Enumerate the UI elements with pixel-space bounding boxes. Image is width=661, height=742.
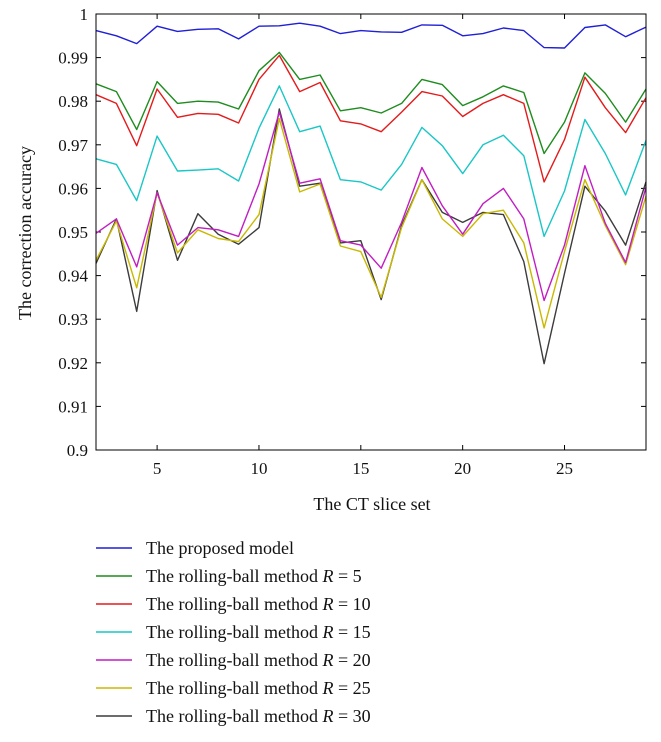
legend-label-r-value: = 20 xyxy=(333,650,370,670)
series-line-6 xyxy=(95,108,647,365)
legend-label: The rolling-ball method R = 15 xyxy=(146,622,371,642)
x-axis-label: The CT slice set xyxy=(313,494,430,514)
legend-label-r-value: = 30 xyxy=(333,706,370,726)
legend-label-text: The rolling-ball method xyxy=(146,650,322,670)
legend-label-r: R xyxy=(321,706,333,726)
y-tick-label: 0.93 xyxy=(58,310,88,329)
y-axis-label: The correction accuracy xyxy=(15,146,35,320)
y-tick-label: 0.91 xyxy=(58,397,88,416)
plot-frame xyxy=(95,13,647,451)
x-tick-label: 5 xyxy=(153,459,162,478)
legend-label: The rolling-ball method R = 20 xyxy=(146,650,371,670)
y-tick-label: 0.97 xyxy=(58,136,88,155)
legend-label-text: The rolling-ball method xyxy=(146,594,322,614)
legend-label-r: R xyxy=(321,678,333,698)
y-tick-label: 0.9 xyxy=(67,441,88,460)
y-tick-label: 0.99 xyxy=(58,49,88,68)
x-tick-label: 20 xyxy=(454,459,471,478)
y-tick-label: 0.94 xyxy=(58,267,88,286)
y-tick-label: 1 xyxy=(80,5,89,24)
x-tick-label: 10 xyxy=(250,459,267,478)
legend-label-r-value: = 15 xyxy=(333,622,370,642)
legend-label-r-value: = 25 xyxy=(333,678,370,698)
legend-label-r-value: = 5 xyxy=(333,566,361,586)
legend-label: The rolling-ball method R = 30 xyxy=(146,706,371,726)
x-tick-label: 25 xyxy=(556,459,573,478)
legend-label: The rolling-ball method R = 5 xyxy=(146,566,362,586)
series-line-5 xyxy=(95,117,647,329)
series-line-4 xyxy=(95,111,647,302)
legend-label-r: R xyxy=(321,566,333,586)
series-line-0 xyxy=(95,22,647,49)
legend: The proposed model The rolling-ball metho… xyxy=(96,538,371,726)
y-tick-label: 0.95 xyxy=(58,223,88,242)
plot-area xyxy=(95,22,647,365)
legend-label-r: R xyxy=(321,594,333,614)
y-tick-label: 0.96 xyxy=(58,179,88,198)
legend-label-text: The proposed model xyxy=(146,538,294,558)
series-line-1 xyxy=(95,51,647,155)
legend-label: The rolling-ball method R = 25 xyxy=(146,678,371,698)
legend-label-text: The rolling-ball method xyxy=(146,678,322,698)
y-tick-label: 0.98 xyxy=(58,92,88,111)
legend-label-text: The rolling-ball method xyxy=(146,706,322,726)
legend-label: The proposed model xyxy=(146,538,294,558)
legend-label-r: R xyxy=(321,622,333,642)
y-tick-label: 0.92 xyxy=(58,354,88,373)
axis-ticks: 0.9 0.91 0.92 0.93 0.94 0.95 0.96 0.97 0.98 0.99 1… xyxy=(58,5,646,478)
legend-label-r-value: = 10 xyxy=(333,594,370,614)
legend-label-r: R xyxy=(321,650,333,670)
x-tick-label: 15 xyxy=(352,459,369,478)
legend-label: The rolling-ball method R = 10 xyxy=(146,594,371,614)
series-line-3 xyxy=(95,85,647,238)
series-line-2 xyxy=(95,54,647,183)
legend-label-text: The rolling-ball method xyxy=(146,566,322,586)
legend-label-text: The rolling-ball method xyxy=(146,622,322,642)
